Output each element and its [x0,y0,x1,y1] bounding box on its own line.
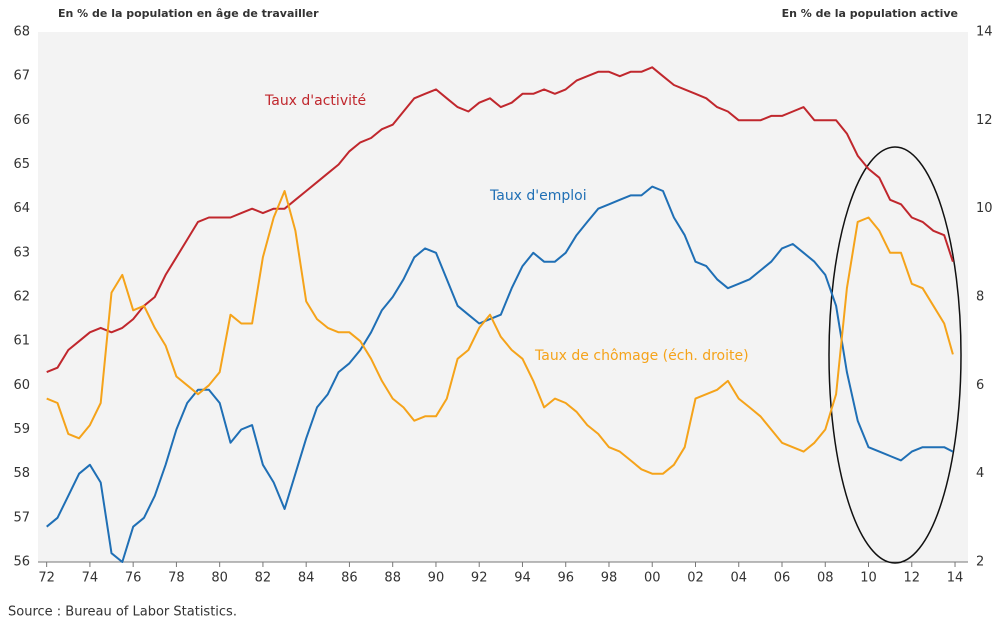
y2-tick-label: 10 [976,201,993,216]
x-tick-label: 78 [168,571,185,586]
x-tick-label: 04 [730,571,747,586]
x-tick-label: 84 [298,571,315,586]
x-tick-label: 12 [903,571,920,586]
y-tick-label: 61 [13,334,30,349]
x-tick-label: 86 [341,571,358,586]
x-tick-label: 72 [38,571,55,586]
y-tick-label: 62 [13,290,30,305]
y-tick-label: 66 [13,113,30,128]
x-tick-label: 88 [384,571,401,586]
y2-axis-title: En % de la population active [782,7,958,20]
x-tick-label: 90 [428,571,445,586]
x-tick-label: 14 [947,571,964,586]
series-line [46,185,954,563]
y-tick-label: 67 [13,69,30,84]
y2-tick-label: 4 [976,466,984,481]
annotation: Taux d'activité [264,93,366,109]
y2-tick-label: 6 [976,378,984,393]
x-tick-label: 92 [471,571,488,586]
x-tick-label: 80 [211,571,228,586]
y-tick-label: 59 [13,422,30,437]
y-tick-label: 68 [13,25,30,40]
x-tick-label: 02 [687,571,704,586]
annotation: Taux de chômage (éch. droite) [534,348,749,364]
y-tick-label: 60 [13,378,30,393]
x-tick-label: 00 [644,571,661,586]
y2-tick-label: 2 [976,555,984,570]
y-axis-title: En % de la population en âge de travaill… [58,7,319,20]
x-tick-label: 74 [82,571,99,586]
y2-tick-label: 8 [976,290,984,305]
y-tick-label: 58 [13,466,30,481]
x-tick-label: 82 [255,571,272,586]
y-tick-label: 65 [13,157,30,172]
x-tick-label: 76 [125,571,142,586]
y2-tick-label: 14 [976,25,993,40]
plot-area [38,32,968,562]
series-line [46,66,954,374]
source: Source : Bureau of Labor Statistics. [8,605,237,620]
y-tick-label: 63 [13,245,30,260]
series-line [46,190,954,475]
x-tick-label: 96 [557,571,574,586]
x-tick-label: 06 [774,571,791,586]
annotation: Taux d'emploi [489,188,587,204]
y-tick-label: 57 [13,510,30,525]
highlight-ellipse [828,146,962,564]
y-tick-label: 56 [13,555,30,570]
x-tick-label: 94 [514,571,531,586]
x-tick-label: 10 [860,571,877,586]
x-tick-label: 98 [601,571,618,586]
y2-tick-label: 12 [976,113,993,128]
x-tick-label: 08 [817,571,834,586]
y-tick-label: 64 [13,201,30,216]
